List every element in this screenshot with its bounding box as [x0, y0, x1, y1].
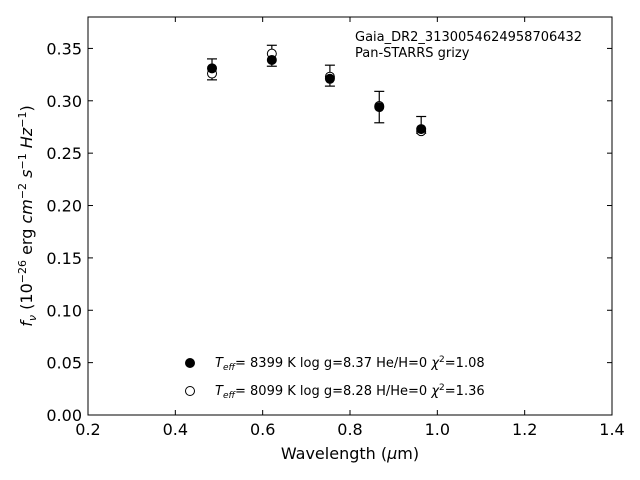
point-filled [324, 73, 335, 84]
legend-marker-open [185, 386, 195, 396]
y-axis-title: fν (10−26 erg cm−2 s−1 Hz−1) [16, 105, 39, 326]
y-tick-label: 0.25 [46, 144, 82, 163]
y-tick-label: 0.15 [46, 249, 82, 268]
x-tick-label: 0.4 [163, 420, 188, 439]
x-tick-label: 0.8 [337, 420, 362, 439]
legend-marker-filled [185, 358, 195, 368]
y-tick-label: 0.05 [46, 354, 82, 373]
y-tick-label: 0.30 [46, 92, 82, 111]
x-tick-label: 1.4 [599, 420, 624, 439]
legend-label-open: Teff= 8099 K log g=8.28 H/He=0 χ2=1.36 [215, 383, 485, 401]
x-axis-ticks: 0.2 0.4 0.6 0.8 1.0 1.2 1.4 [75, 17, 625, 439]
x-tick-label: 0.2 [75, 420, 100, 439]
legend: Teff= 8399 K log g=8.37 He/H=0 χ2=1.08 T… [185, 355, 485, 401]
y-tick-label: 0.35 [46, 39, 82, 58]
annotation-object-id: Gaia_DR2_3130054624958706432 [355, 30, 582, 45]
point-filled [266, 54, 277, 65]
point-filled [374, 102, 385, 113]
y-tick-label: 0.20 [46, 197, 82, 216]
point-filled [207, 63, 218, 74]
data-points [207, 48, 427, 137]
y-tick-label: 0.10 [46, 301, 82, 320]
annotation-survey: Pan-STARRS grizy [355, 46, 470, 61]
x-axis-title: Wavelength (μm) [281, 444, 419, 463]
x-tick-label: 1.0 [425, 420, 450, 439]
legend-label-filled: Teff= 8399 K log g=8.37 He/H=0 χ2=1.08 [215, 355, 485, 373]
y-tick-label: 0.00 [46, 406, 82, 425]
point-filled [416, 124, 427, 135]
x-tick-label: 1.2 [512, 420, 537, 439]
x-tick-label: 0.6 [250, 420, 275, 439]
y-axis-ticks: 0.00 0.05 0.10 0.15 0.20 0.25 0.30 0.35 [46, 39, 612, 425]
